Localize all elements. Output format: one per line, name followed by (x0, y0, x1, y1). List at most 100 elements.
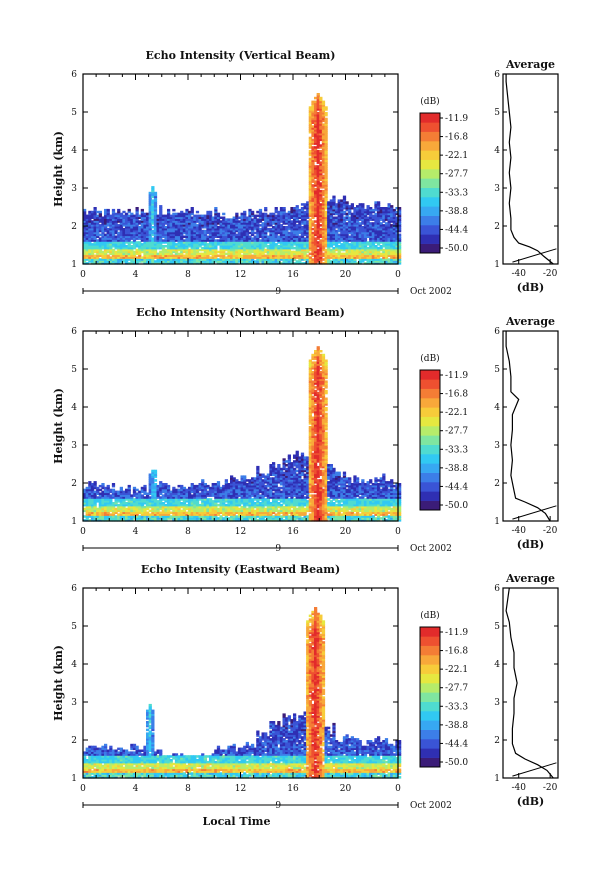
heatmap-cell (298, 227, 302, 231)
heatmap-cell (182, 502, 186, 505)
panel-title: Echo Intensity (Northward Beam) (136, 306, 345, 319)
heatmap-cell (361, 260, 365, 263)
heatmap-cell (98, 246, 102, 250)
heatmap-cell (98, 519, 102, 522)
heatmap-cell (140, 229, 144, 233)
heatmap-cell (261, 241, 265, 244)
heatmap-cell (83, 212, 87, 216)
heatmap-cell (224, 507, 228, 511)
heatmap-cell (366, 241, 370, 244)
heatmap-cell (321, 146, 326, 149)
heatmap-cell (146, 250, 150, 254)
heatmap-cell (122, 214, 126, 218)
heatmap-cell (243, 226, 247, 229)
heatmap-cell (153, 224, 158, 227)
heatmap-cell (240, 498, 244, 501)
heatmap-cell (119, 519, 123, 522)
heatmap-cell (85, 502, 89, 505)
heatmap-cell (195, 503, 200, 507)
heatmap-cell (287, 246, 291, 250)
heatmap-cell (169, 260, 173, 263)
heatmap-cell (203, 241, 207, 244)
heatmap-cell (138, 507, 142, 511)
heatmap-cell (245, 256, 249, 259)
heatmap-cell (384, 207, 389, 210)
heatmap-cell (321, 231, 326, 235)
heatmap-cell (159, 205, 163, 208)
heatmap-cell (164, 248, 168, 252)
heatmap-cell (106, 256, 110, 259)
heatmap-cell (342, 227, 347, 231)
heatmap-cell (366, 229, 370, 233)
heatmap-cell (319, 108, 323, 111)
heatmap-cell (117, 250, 121, 254)
heatmap-cell (119, 220, 123, 223)
heatmap-cell (135, 243, 139, 246)
heatmap-cell (293, 212, 297, 216)
heatmap-cell (167, 252, 171, 256)
heatmap-cell (111, 519, 116, 522)
heatmap-cell (377, 210, 381, 214)
heatmap-cell (361, 248, 365, 252)
heatmap-cell (219, 500, 223, 503)
heatmap-cell (243, 475, 247, 478)
heatmap-cell (174, 237, 179, 240)
heatmap-cell (198, 241, 202, 244)
heatmap-cell (311, 262, 315, 265)
heatmap-cell (151, 199, 155, 202)
heatmap-cell (193, 248, 197, 252)
heatmap-cell (98, 252, 102, 256)
heatmap-cell (237, 500, 242, 503)
heatmap-cell (358, 245, 362, 248)
heatmap-cell (319, 129, 323, 132)
heatmap-cell (219, 241, 223, 244)
heatmap-cell (258, 246, 263, 250)
heatmap-cell (180, 260, 184, 263)
heatmap-cell (96, 511, 100, 514)
heatmap-cell (174, 224, 179, 227)
colorbar-swatch (420, 178, 440, 188)
heatmap-cell (193, 484, 197, 488)
heatmap-cell (258, 260, 263, 263)
heatmap-cell (104, 254, 108, 257)
heatmap-cell (384, 214, 389, 218)
heatmap-cell (167, 235, 171, 238)
heatmap-cell (156, 258, 160, 261)
heatmap-cell (153, 243, 158, 246)
heatmap-cell (237, 513, 242, 516)
heatmap-cell (185, 239, 189, 242)
heatmap-cell (151, 222, 155, 225)
heatmap-cell (169, 237, 173, 240)
heatmap-cell (180, 214, 184, 218)
heatmap-cell (224, 481, 228, 484)
heatmap-cell (240, 243, 244, 246)
heatmap-cell (358, 224, 362, 227)
heatmap-cell (348, 252, 352, 256)
heatmap-cell (135, 492, 139, 495)
heatmap-cell (350, 229, 354, 233)
heatmap-cell (130, 224, 134, 227)
heatmap-cell (132, 511, 137, 514)
heatmap-cell (316, 144, 320, 147)
heatmap-cell (109, 500, 113, 503)
heatmap-cell (106, 231, 110, 235)
heatmap-cell (374, 222, 378, 225)
heatmap-cell (279, 262, 284, 265)
heatmap-cell (248, 260, 252, 263)
heatmap-cell (130, 254, 134, 257)
heatmap-cell (311, 119, 315, 123)
heatmap-cell (235, 214, 239, 218)
heatmap-cell (321, 159, 326, 162)
heatmap-cell (298, 262, 302, 265)
heatmap-cell (153, 488, 158, 492)
heatmap-cell (392, 239, 396, 242)
heatmap-cell (185, 233, 189, 237)
heatmap-cell (125, 511, 129, 514)
heatmap-cell (321, 102, 326, 105)
heatmap-cell (287, 218, 291, 221)
heatmap-cell (98, 229, 102, 233)
heatmap-cell (384, 262, 389, 265)
heatmap-cell (379, 210, 383, 214)
heatmap-cell (172, 496, 176, 499)
heatmap-cell (227, 233, 231, 237)
